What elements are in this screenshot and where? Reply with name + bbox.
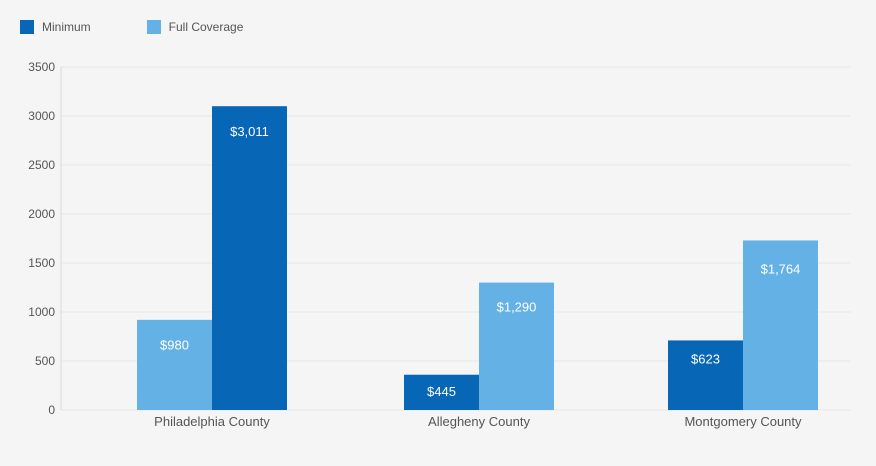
bar-1-full-coverage — [479, 282, 554, 410]
y-tick-label-2500: 2500 — [28, 158, 55, 172]
bar-value-label-1-full-coverage: $1,290 — [497, 300, 537, 315]
bar-value-label-0-minimum: $3,011 — [230, 124, 269, 139]
legend-swatch-full-coverage — [146, 20, 161, 34]
y-tick-label-0: 0 — [48, 403, 55, 417]
x-tick-label-1: Allegheny County — [428, 414, 530, 429]
y-tick-label-1000: 1000 — [28, 305, 55, 319]
bar-value-label-1-minimum: $445 — [427, 384, 456, 399]
x-tick-label-2: Montgomery County — [684, 414, 802, 429]
bar-value-label-2-minimum: $623 — [691, 351, 720, 366]
y-tick-label-3500: 3500 — [28, 60, 55, 74]
legend-item-full-coverage: Full Coverage — [146, 20, 244, 34]
bar-2-minimum — [668, 340, 743, 410]
legend-label-minimum: Minimum — [42, 20, 91, 34]
y-tick-label-1500: 1500 — [28, 256, 55, 270]
bar-0-minimum — [212, 106, 287, 410]
legend-swatch-minimum — [20, 20, 34, 34]
bar-0-full-coverage — [137, 319, 212, 410]
y-tick-label-2000: 2000 — [28, 207, 55, 221]
y-tick-label-3000: 3000 — [28, 109, 55, 123]
legend: Minimum Full Coverage — [20, 20, 243, 34]
bar-2-full-coverage — [743, 240, 818, 410]
bar-value-label-0-full-coverage: $980 — [160, 338, 189, 353]
legend-label-full-coverage: Full Coverage — [168, 20, 244, 34]
y-tick-label-500: 500 — [35, 354, 55, 368]
x-tick-label-0: Philadelphia County — [154, 414, 270, 429]
bar-value-label-2-full-coverage: $1,764 — [761, 261, 801, 276]
legend-item-minimum: Minimum — [20, 20, 91, 34]
bar-1-minimum — [404, 374, 479, 410]
